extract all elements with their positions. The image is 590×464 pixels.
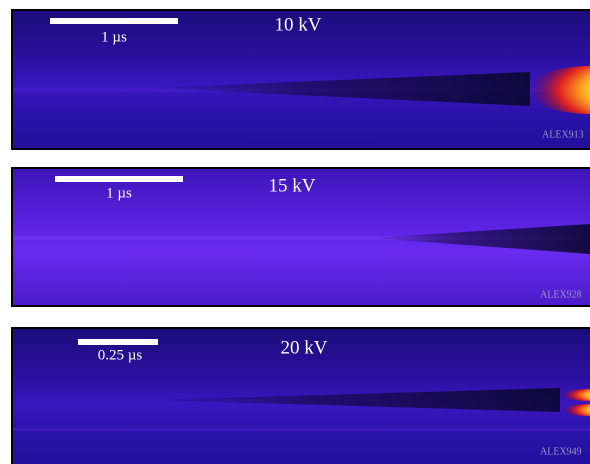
panel-2: 1 µs 15 kV ALEX928: [12, 168, 590, 306]
figure: 1 µs 10 kV ALEX913 1 µs 15 kV ALEX928 0.…: [0, 0, 590, 464]
image-id: ALEX928: [540, 289, 582, 300]
voltage-label: 10 kV: [275, 14, 322, 35]
image-id: ALEX949: [540, 446, 582, 457]
panel-3: 0.25 µs 20 kV ALEX949: [12, 328, 590, 464]
scale-bar-label: 1 µs: [106, 185, 132, 201]
voltage-label: 20 kV: [281, 337, 328, 358]
voltage-label: 15 kV: [269, 175, 316, 196]
scale-bar-label: 0.25 µs: [98, 347, 143, 363]
image-id: ALEX913: [542, 129, 584, 140]
panel-1: 1 µs 10 kV ALEX913: [12, 10, 590, 149]
scale-bar-label: 1 µs: [101, 29, 127, 45]
